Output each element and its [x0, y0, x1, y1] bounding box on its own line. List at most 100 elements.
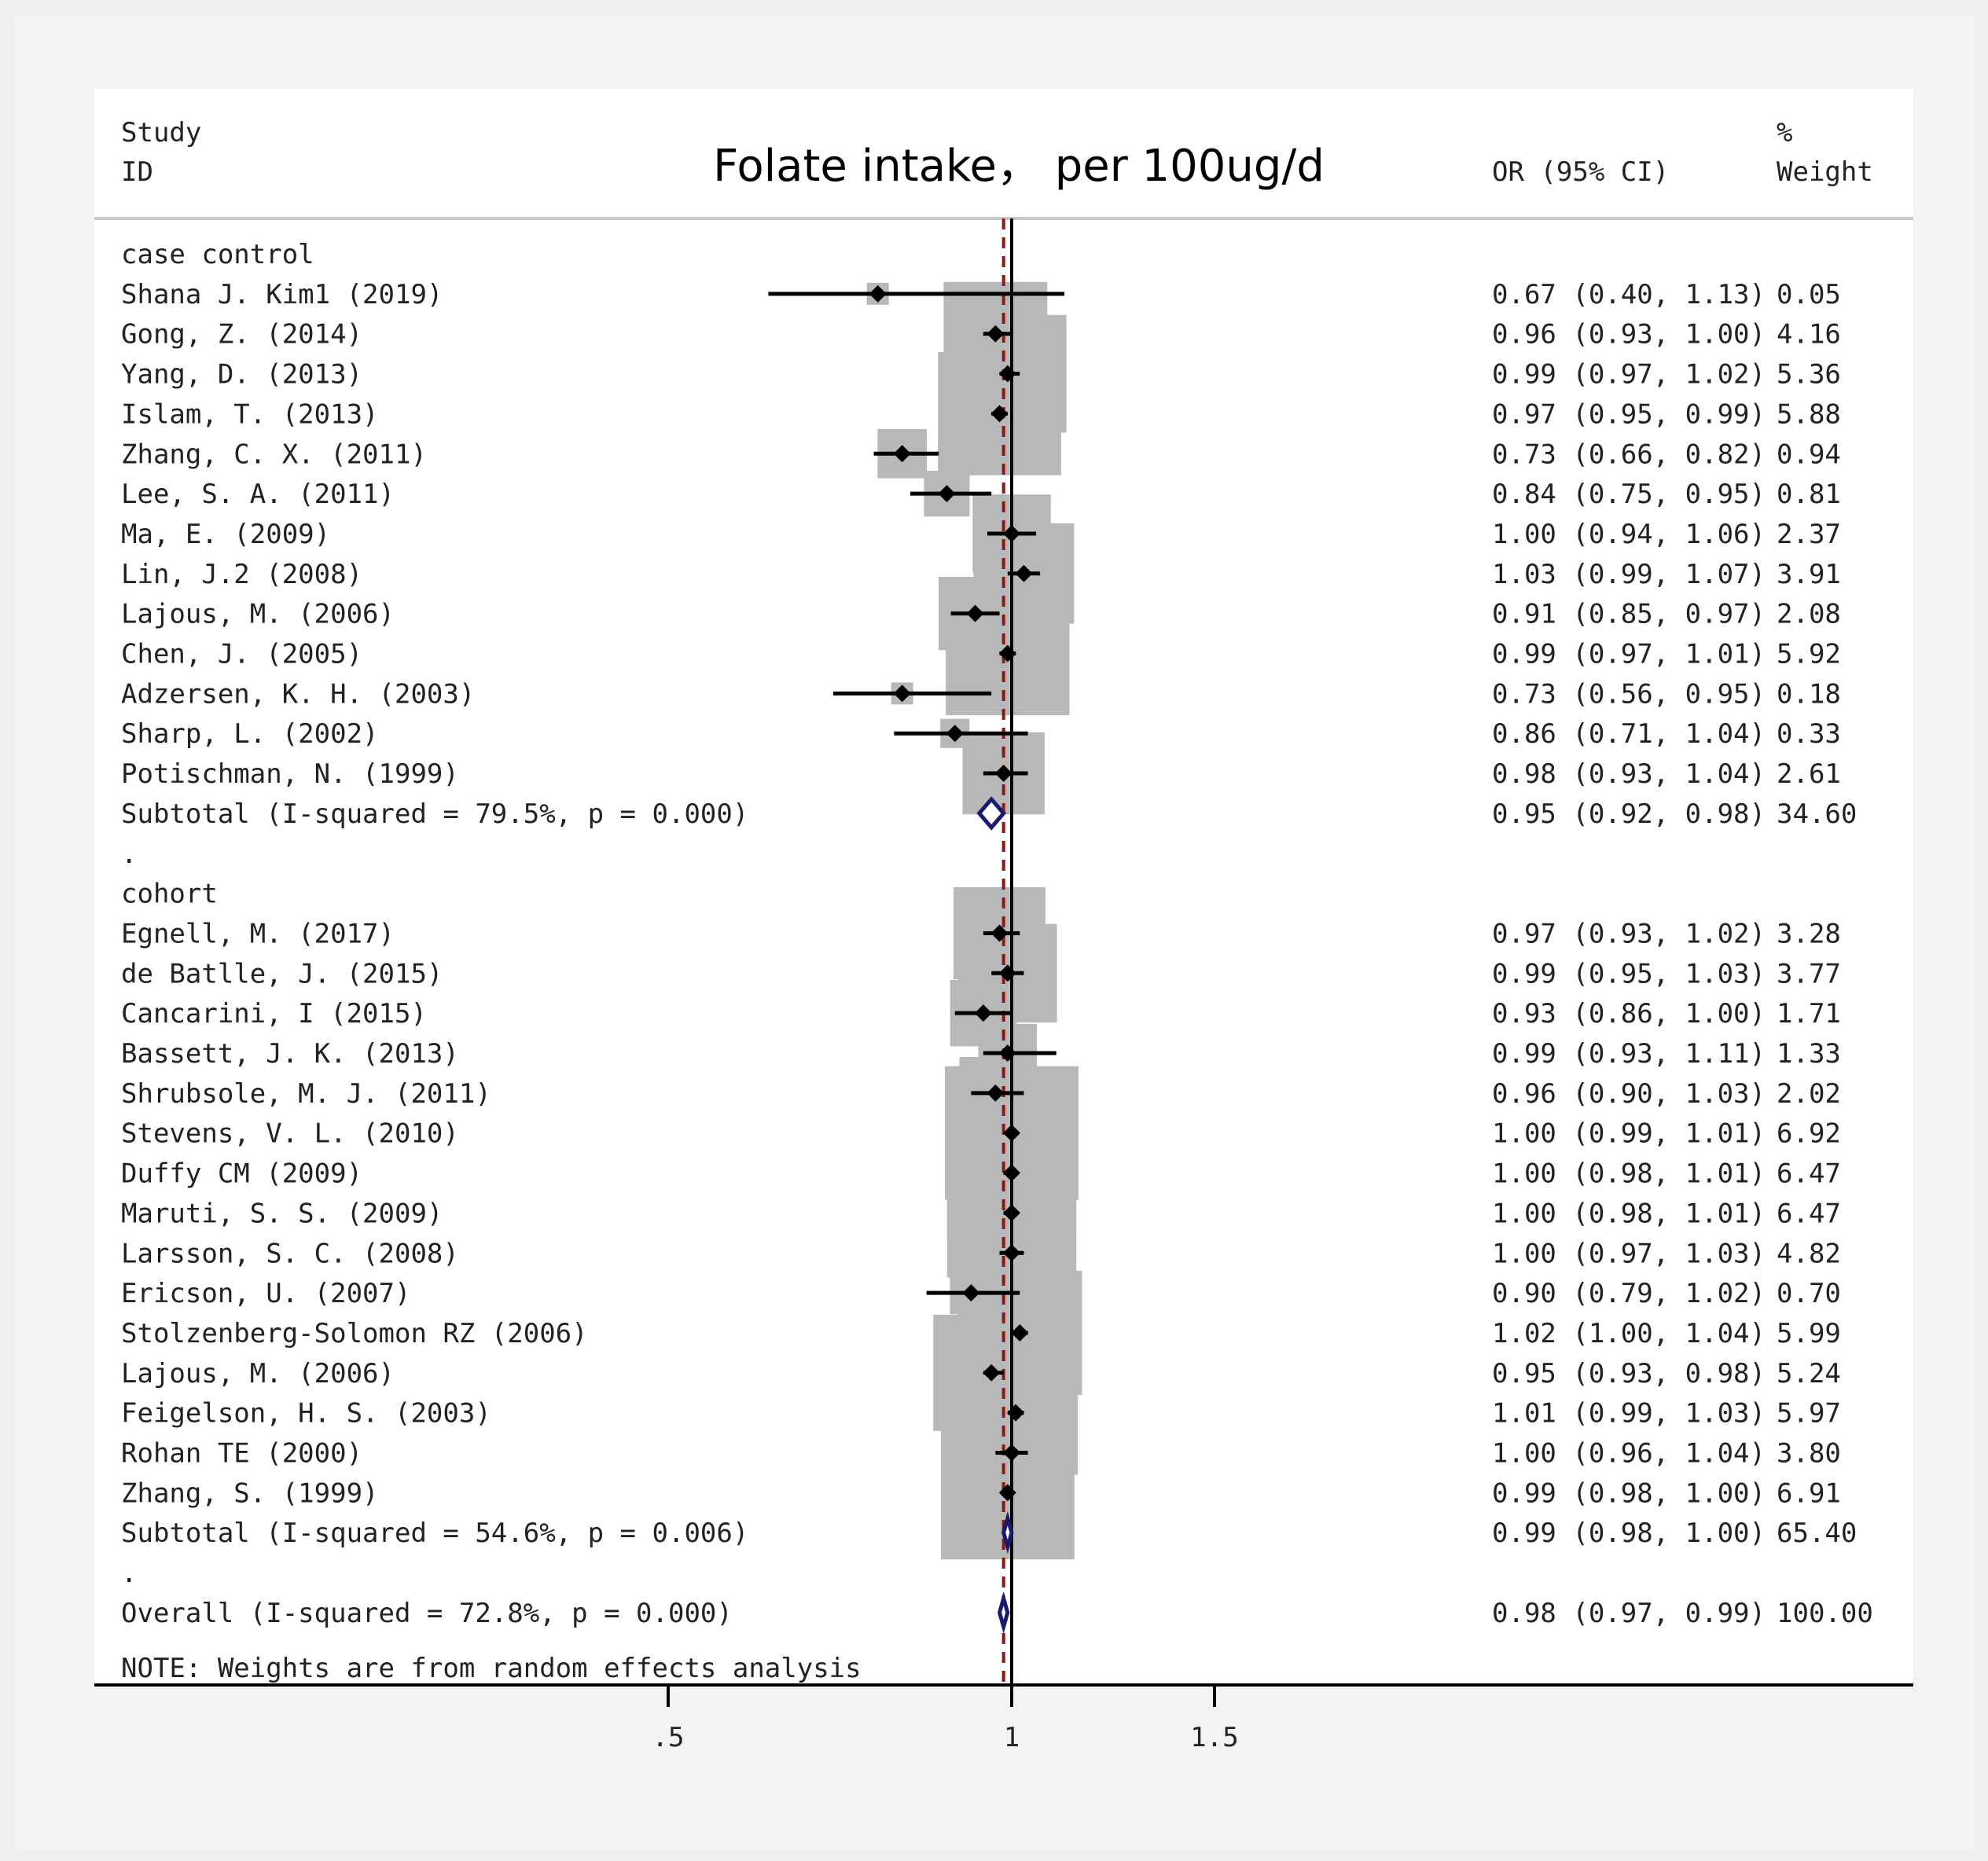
row-or-ci-18: 0.99 (0.95, 1.03)	[1492, 958, 1766, 989]
row-label-32: Subtotal (I-squared = 54.6%, p = 0.006)	[121, 1518, 748, 1549]
row-label-12: Sharp, L. (2002)	[121, 718, 379, 750]
row-label-28: Lajous, M. (2006)	[121, 1358, 395, 1389]
point-estimate-27	[1011, 1323, 1029, 1342]
row-weight-14: 34.60	[1777, 798, 1857, 830]
row-label-4: Islam, T. (2013)	[121, 398, 379, 430]
row-or-ci-30: 1.00 (0.96, 1.04)	[1492, 1438, 1766, 1470]
x-tick-label-2: 1.5	[1190, 1722, 1238, 1753]
subtotal-diamond-14	[976, 796, 1006, 831]
point-estimate-31	[998, 1484, 1016, 1502]
point-estimate-13	[994, 765, 1012, 783]
row-weight-23: 6.47	[1777, 1158, 1841, 1190]
row-weight-28: 5.24	[1777, 1358, 1841, 1389]
row-weight-27: 5.99	[1777, 1318, 1841, 1349]
point-estimate-9	[966, 604, 984, 622]
header-study: Study	[121, 117, 201, 149]
row-weight-24: 6.47	[1777, 1198, 1841, 1229]
row-label-25: Larsson, S. C. (2008)	[121, 1238, 459, 1269]
point-estimate-20	[998, 1044, 1016, 1062]
row-label-22: Stevens, V. L. (2010)	[121, 1118, 459, 1150]
row-label-26: Ericson, U. (2007)	[121, 1278, 410, 1309]
row-label-13: Potischman, N. (1999)	[121, 758, 459, 790]
row-or-ci-1: 0.67 (0.40, 1.13)	[1492, 279, 1766, 310]
point-estimate-28	[983, 1364, 1001, 1382]
point-estimate-7	[1003, 524, 1020, 542]
row-weight-13: 2.61	[1777, 758, 1841, 790]
row-weight-2: 4.16	[1777, 319, 1841, 351]
x-tick-label-1: 1	[1004, 1722, 1020, 1753]
row-or-ci-21: 0.96 (0.90, 1.03)	[1492, 1078, 1766, 1110]
point-estimate-5	[893, 445, 911, 463]
row-label-2: Gong, Z. (2014)	[121, 319, 362, 351]
row-label-7: Ma, E. (2009)	[121, 519, 330, 550]
row-weight-25: 4.82	[1777, 1238, 1841, 1269]
header-weight: Weight	[1777, 156, 1873, 188]
row-or-ci-31: 0.99 (0.98, 1.00)	[1492, 1477, 1766, 1509]
row-or-ci-13: 0.98 (0.93, 1.04)	[1492, 758, 1766, 790]
row-or-ci-4: 0.97 (0.95, 0.99)	[1492, 398, 1766, 430]
row-weight-21: 2.02	[1777, 1078, 1841, 1110]
row-label-10: Chen, J. (2005)	[121, 639, 362, 670]
row-or-ci-7: 1.00 (0.94, 1.06)	[1492, 519, 1766, 550]
row-label-27: Stolzenberg-Solomon RZ (2006)	[121, 1318, 588, 1349]
row-weight-19: 1.71	[1777, 998, 1841, 1030]
point-estimate-29	[1007, 1404, 1025, 1422]
row-weight-30: 3.80	[1777, 1438, 1841, 1470]
row-label-14: Subtotal (I-squared = 79.5%, p = 0.000)	[121, 798, 748, 830]
row-weight-10: 5.92	[1777, 639, 1841, 670]
row-label-23: Duffy CM (2009)	[121, 1158, 362, 1190]
row-label-5: Zhang, C. X. (2011)	[121, 439, 427, 470]
row-weight-7: 2.37	[1777, 519, 1841, 550]
point-estimate-30	[1003, 1444, 1020, 1462]
row-label-15: .	[121, 839, 137, 870]
point-estimate-4	[990, 405, 1009, 423]
row-labels: case control Shana J. Kim1 (2019) 0.67 (0.…	[121, 239, 1873, 1629]
row-or-ci-12: 0.86 (0.71, 1.04)	[1492, 718, 1766, 750]
row-or-ci-32: 0.99 (0.98, 1.00)	[1492, 1518, 1766, 1549]
row-weight-32: 65.40	[1777, 1518, 1857, 1549]
row-or-ci-27: 1.02 (1.00, 1.04)	[1492, 1318, 1766, 1349]
point-estimate-18	[998, 964, 1016, 982]
row-weight-29: 5.97	[1777, 1398, 1841, 1430]
row-or-ci-6: 0.84 (0.75, 0.95)	[1492, 479, 1766, 510]
row-label-30: Rohan TE (2000)	[121, 1438, 362, 1470]
point-estimate-17	[990, 924, 1009, 942]
header-weight-percent: %	[1777, 117, 1792, 149]
row-or-ci-26: 0.90 (0.79, 1.02)	[1492, 1278, 1766, 1309]
row-or-ci-10: 0.99 (0.97, 1.01)	[1492, 639, 1766, 670]
row-weight-26: 0.70	[1777, 1278, 1841, 1309]
row-or-ci-23: 1.00 (0.98, 1.01)	[1492, 1158, 1766, 1190]
row-or-ci-22: 1.00 (0.99, 1.01)	[1492, 1118, 1766, 1150]
row-or-ci-25: 1.00 (0.97, 1.03)	[1492, 1238, 1766, 1269]
row-or-ci-3: 0.99 (0.97, 1.02)	[1492, 359, 1766, 391]
header-id: ID	[121, 156, 153, 188]
point-estimate-10	[998, 644, 1016, 663]
point-estimate-26	[962, 1284, 980, 1302]
row-label-29: Feigelson, H. S. (2003)	[121, 1398, 491, 1430]
point-estimate-12	[946, 725, 964, 743]
row-or-ci-17: 0.97 (0.93, 1.02)	[1492, 918, 1766, 949]
subtotal-diamond-32	[1001, 1511, 1014, 1555]
row-or-ci-34: 0.98 (0.97, 0.99)	[1492, 1598, 1766, 1629]
row-weight-22: 6.92	[1777, 1118, 1841, 1150]
row-weight-5: 0.94	[1777, 439, 1841, 470]
row-or-ci-8: 1.03 (0.99, 1.07)	[1492, 559, 1766, 590]
row-or-ci-20: 0.99 (0.93, 1.11)	[1492, 1038, 1766, 1070]
row-label-33: .	[121, 1558, 137, 1589]
x-axis-ticks: .5 1 1.5	[652, 1685, 1239, 1753]
row-weight-1: 0.05	[1777, 279, 1841, 310]
row-weight-3: 5.36	[1777, 359, 1841, 391]
point-estimate-6	[938, 485, 956, 503]
row-or-ci-29: 1.01 (0.99, 1.03)	[1492, 1398, 1766, 1430]
row-weight-11: 0.18	[1777, 678, 1841, 710]
row-weight-18: 3.77	[1777, 958, 1841, 989]
row-label-18: de Batlle, J. (2015)	[121, 958, 443, 989]
row-label-31: Zhang, S. (1999)	[121, 1477, 379, 1509]
row-label-3: Yang, D. (2013)	[121, 359, 362, 391]
row-weight-4: 5.88	[1777, 398, 1841, 430]
row-label-9: Lajous, M. (2006)	[121, 599, 395, 630]
row-or-ci-5: 0.73 (0.66, 0.82)	[1492, 439, 1766, 470]
reference-lines	[1001, 218, 1013, 1685]
row-or-ci-24: 1.00 (0.98, 1.01)	[1492, 1198, 1766, 1229]
point-estimate-19	[974, 1004, 992, 1022]
